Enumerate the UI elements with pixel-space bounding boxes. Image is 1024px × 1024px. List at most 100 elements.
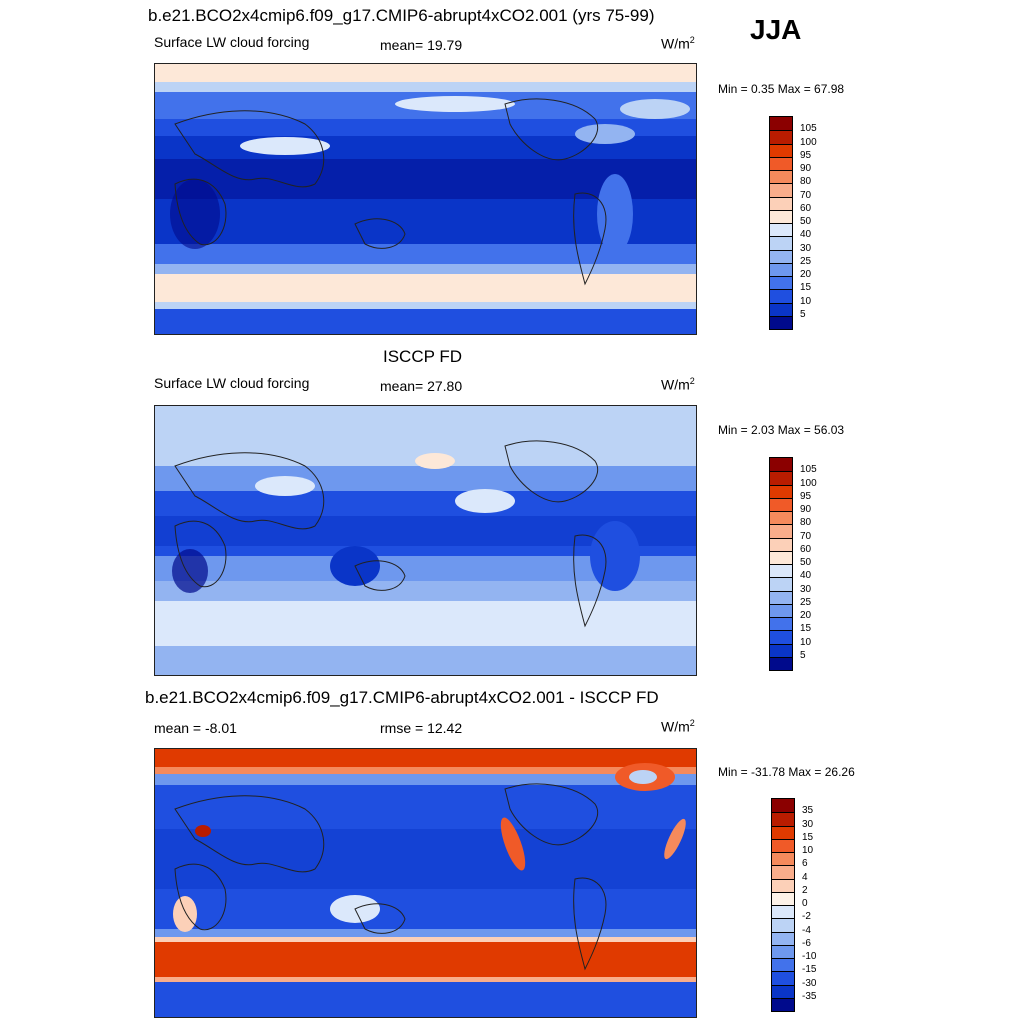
- colorbar-box: [770, 484, 792, 498]
- colorbar-tick-label: 5: [800, 308, 806, 320]
- colorbar-tick-label: 95: [800, 490, 812, 502]
- colorbar-box: [770, 130, 792, 144]
- colorbar-box: [772, 878, 794, 892]
- colorbar-tick-label: -15: [802, 964, 817, 976]
- colorbar-box: [770, 183, 792, 197]
- colorbar-box: [770, 289, 792, 303]
- colorbar-box: [770, 603, 792, 617]
- colorbar-box: [770, 537, 792, 551]
- colorbar-tick-label: 40: [800, 570, 812, 582]
- colorbar-box: [772, 958, 794, 972]
- colorbar-box: [770, 617, 792, 631]
- colorbar-tick-label: 0: [802, 898, 808, 909]
- colorbar-box: [770, 170, 792, 184]
- colorbar-tick-label: -10: [802, 951, 817, 962]
- colorbar-box: [772, 812, 794, 826]
- colorbar-box: [770, 656, 792, 670]
- colorbar-tick-label: -35: [802, 990, 817, 1002]
- colorbar-box: [772, 997, 794, 1011]
- colorbar-box: [772, 971, 794, 985]
- colorbar-tick-label: 80: [800, 517, 812, 529]
- colorbar-tick-label: 25: [800, 596, 812, 608]
- colorbar-box: [770, 315, 792, 329]
- colorbar-box: [772, 891, 794, 905]
- colorbar-box: [770, 497, 792, 511]
- colorbar-box: [772, 984, 794, 998]
- colorbar-box: [770, 209, 792, 223]
- colorbar-tick-label: 10: [802, 845, 814, 856]
- mean-label: mean= 27.80: [380, 378, 463, 394]
- colorbar-box: [770, 196, 792, 210]
- colorbar: 105 100 95 90 80 70 60 50 40 30 25 20 15 10 5: [769, 457, 817, 671]
- colorbar-tick-label: 90: [800, 504, 812, 515]
- colorbar-box: [772, 799, 794, 813]
- colorbar-box: [770, 276, 792, 290]
- colorbar-box: [772, 852, 794, 866]
- colorbar-tick-label: 60: [800, 202, 812, 214]
- colorbar-tick-label: 100: [800, 477, 817, 489]
- units-label: W/m2: [661, 718, 695, 735]
- colorbar-box: [770, 236, 792, 250]
- colorbar-tick-label: 60: [800, 543, 812, 555]
- colorbar: 105 100 95 90 80 70 60 50 40 30 25 20 15 10 5: [769, 116, 817, 330]
- colorbar-tick-label: 6: [802, 858, 808, 870]
- colorbar-box: [770, 302, 792, 316]
- panel-title: b.e21.BCO2x4cmip6.f09_g17.CMIP6-abrupt4x…: [148, 6, 655, 25]
- colorbar-tick-label: 70: [800, 530, 812, 542]
- colorbar-tick-label: 15: [800, 623, 812, 635]
- colorbar-tick-label: 100: [800, 136, 817, 148]
- colorbar-tick-label: -2: [802, 911, 811, 923]
- rmse-label: rmse = 12.42: [380, 720, 463, 736]
- units-label: W/m2: [661, 376, 695, 393]
- colorbar-tick-label: 20: [800, 610, 812, 621]
- colorbar-box: [772, 905, 794, 919]
- colorbar-tick-label: 80: [800, 176, 812, 188]
- map-model: [154, 63, 697, 335]
- colorbar-box: [770, 511, 792, 525]
- colorbar-tick-label: 90: [800, 163, 812, 174]
- colorbar-tick-label: 35: [802, 805, 814, 817]
- colorbar-tick-label: 5: [800, 649, 806, 661]
- colorbar-tick-label: -30: [802, 977, 817, 989]
- colorbar-tick-label: 105: [800, 464, 817, 476]
- colorbar-box: [772, 918, 794, 932]
- colorbar-box: [770, 564, 792, 578]
- units-label: W/m2: [661, 35, 695, 52]
- colorbar-tick-label: 10: [800, 295, 812, 307]
- colorbar-box: [770, 524, 792, 538]
- colorbar-tick-label: 105: [800, 123, 817, 135]
- map-difference: [154, 748, 697, 1018]
- colorbar-tick-label: 25: [800, 255, 812, 267]
- season-label: JJA: [750, 14, 802, 45]
- colorbar-box: [770, 117, 792, 131]
- colorbar-box: [772, 865, 794, 879]
- colorbar-box: [772, 944, 794, 958]
- colorbar-tick-label: -6: [802, 937, 811, 949]
- colorbar-tick-label: 10: [800, 636, 812, 648]
- mean-label: mean= 19.79: [380, 37, 463, 53]
- panel-title: b.e21.BCO2x4cmip6.f09_g17.CMIP6-abrupt4x…: [145, 688, 659, 707]
- colorbar-tick-label: 4: [802, 871, 808, 883]
- colorbar-tick-label: -4: [802, 924, 811, 936]
- colorbar-tick-label: 30: [802, 818, 814, 830]
- colorbar-box: [770, 458, 792, 472]
- panel-title: ISCCP FD: [383, 347, 463, 366]
- colorbar-tick-label: 95: [800, 149, 812, 161]
- variable-label: Surface LW cloud forcing: [154, 34, 310, 50]
- colorbar-tick-label: 20: [800, 269, 812, 280]
- min-max-label: Min = 0.35 Max = 67.98: [718, 82, 845, 96]
- colorbar-box: [770, 550, 792, 564]
- colorbar-box: [772, 825, 794, 839]
- colorbar-tick-label: 40: [800, 229, 812, 241]
- colorbar-box: [770, 143, 792, 157]
- colorbar: 35 30 15 10 6 4 2 0 -2 -4 -6 -10 -15 -30 -35: [771, 798, 816, 1012]
- colorbar-box: [770, 643, 792, 657]
- colorbar-box: [770, 262, 792, 276]
- mean-label: mean = -8.01: [154, 720, 237, 736]
- colorbar-tick-label: 50: [800, 557, 812, 568]
- colorbar-box: [770, 630, 792, 644]
- colorbar-box: [770, 156, 792, 170]
- variable-label: Surface LW cloud forcing: [154, 375, 310, 391]
- colorbar-box: [772, 931, 794, 945]
- map-observation: [154, 405, 697, 676]
